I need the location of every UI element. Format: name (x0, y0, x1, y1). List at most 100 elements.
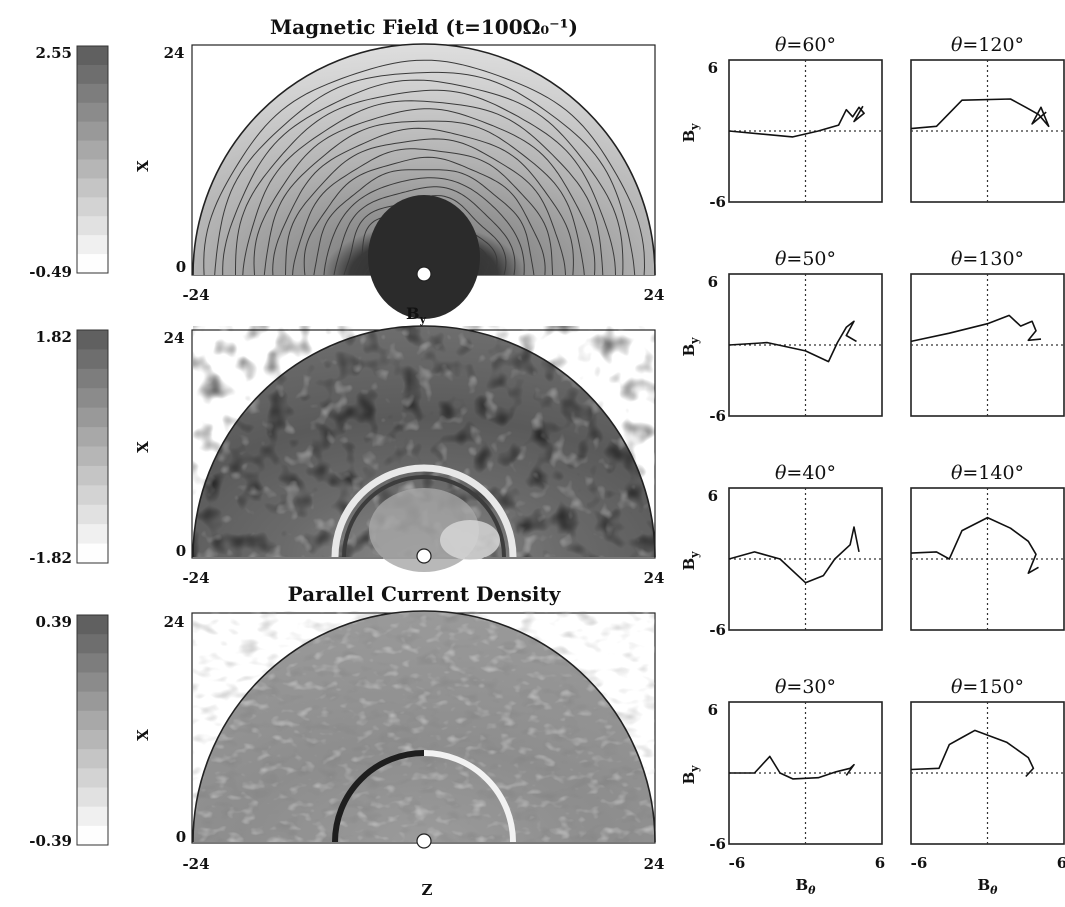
colorbar-step (77, 121, 108, 142)
hodogram-title: θ=30° (775, 676, 836, 698)
colorbar-bottom-steps (77, 615, 108, 846)
colorbar-top-max: 2.55 (35, 44, 72, 62)
colorbar-step (77, 672, 108, 693)
colorbar-step (77, 691, 108, 712)
colorbar-step (77, 235, 108, 255)
colorbar-step (77, 140, 108, 160)
colorbar-top-frame (76, 45, 109, 274)
colorbar-step (77, 368, 108, 389)
contour-line (222, 79, 624, 276)
contour-line (333, 186, 516, 276)
hodogram-y-label: By (680, 551, 701, 571)
panel-bottom-bottom-label: Z (422, 881, 433, 899)
contour-line (313, 169, 535, 276)
hodogram-y-min: -6 (709, 835, 726, 853)
panel-top: Magnetic Field (t=100Ω₀⁻¹) 24 0 -24 24 B… (164, 15, 665, 326)
colorbar-bottom: 0.39 -0.39 (29, 613, 109, 850)
hodogram-trace (728, 320, 857, 363)
colorbar-step (77, 465, 108, 486)
panel-bottom-x-max: 24 (644, 855, 665, 873)
hodogram-title: θ=140° (951, 462, 1024, 484)
hodogram-trace (910, 98, 1050, 130)
colorbar-step (77, 46, 108, 66)
hodogram-40: θ=40° 6 -6 By (680, 462, 883, 639)
colorbar-middle-frame (76, 329, 109, 564)
contour-line (203, 59, 646, 276)
panel-bottom-shell-light (423, 750, 516, 843)
panel-top-bottom-label: By (406, 304, 427, 326)
contour-line (285, 138, 566, 276)
hodogram-x-label: Bθ (795, 876, 816, 897)
colorbar-step (77, 83, 108, 104)
panel-top-dome (192, 43, 656, 276)
panel-top-planet (416, 266, 432, 282)
panel-top-contours (203, 59, 646, 319)
colorbar-top-min: -0.49 (29, 263, 72, 281)
panel-bottom: 24 0 -24 24 Z (164, 610, 665, 899)
panel-middle-noise-light (193, 326, 655, 557)
hodogram-y-label: By (680, 765, 701, 785)
panel-bottom-planet (416, 833, 432, 849)
panel-top-y-max: 24 (164, 44, 185, 62)
panel-bottom-x-min: -24 (182, 855, 209, 873)
colorbar-middle-steps (77, 330, 108, 564)
hodogram-title: θ=150° (951, 676, 1024, 698)
panel-middle-planet (416, 548, 432, 564)
colorbar-middle-max: 1.82 (35, 328, 72, 346)
colorbar-step (77, 197, 108, 217)
colorbar-step (77, 64, 108, 85)
colorbar-step (77, 825, 108, 846)
colorbar-step (77, 504, 108, 525)
colorbar-middle: 1.82 -1.82 (29, 328, 109, 567)
dark-core (368, 195, 480, 319)
colorbar-step (77, 427, 108, 447)
colorbar-step (77, 485, 108, 506)
hodogram-y-min: -6 (709, 193, 726, 211)
panel-top-x-min: -24 (182, 286, 209, 304)
panel-middle-bottom-label: Parallel Current Density (288, 582, 562, 606)
panel-top-title: Magnetic Field (t=100Ω₀⁻¹) (270, 15, 578, 39)
panel-bottom-y-min: 0 (176, 828, 186, 846)
hodogram-title: θ=60° (775, 34, 836, 56)
hodogram-trace (910, 729, 1035, 778)
hodogram-y-label: By (680, 337, 701, 357)
panel-middle-inner-shell (331, 464, 517, 558)
colorbar-step (77, 102, 108, 123)
colorbar-step (77, 615, 108, 635)
contour-line (272, 127, 574, 276)
axis-label-x-bottom: X (134, 729, 152, 741)
hodogram-x-max: 6 (1057, 854, 1065, 872)
panel-middle-core-light (440, 520, 500, 560)
hodogram-x-label: Bθ (977, 876, 998, 897)
hodogram-y-max: 6 (708, 701, 718, 719)
colorbar-step (77, 768, 108, 788)
hodogram-title: θ=40° (775, 462, 836, 484)
colorbar-top: 2.55 -0.49 (29, 44, 109, 281)
contour-line (323, 177, 525, 276)
contour-line (303, 156, 546, 276)
colorbar-step (77, 543, 108, 564)
contour-line (253, 108, 596, 276)
colorbar-top-steps (77, 46, 108, 274)
hodogram-x-max: 6 (875, 854, 885, 872)
colorbar-step (77, 806, 108, 827)
contour-line (242, 100, 604, 276)
hodogram-y-max: 6 (708, 59, 718, 77)
hodogram-x-min: -6 (729, 854, 746, 872)
axis-label-x-middle: X (134, 441, 152, 453)
colorbar-step (77, 388, 108, 409)
hodogram-trace (910, 314, 1042, 343)
colorbar-step (77, 730, 108, 750)
panel-middle-x-max: 24 (644, 569, 665, 587)
colorbar-bottom-frame (76, 614, 109, 846)
hodogram-y-label: By (680, 123, 701, 143)
colorbar-step (77, 254, 108, 274)
panel-middle-dome (192, 325, 656, 558)
colorbar-step (77, 634, 108, 654)
panel-middle-x-min: -24 (182, 569, 209, 587)
hodogram-trace (910, 516, 1039, 574)
hodogram-trace (728, 105, 865, 138)
panel-top-x-max: 24 (644, 286, 665, 304)
colorbar-bottom-min: -0.39 (29, 832, 72, 850)
